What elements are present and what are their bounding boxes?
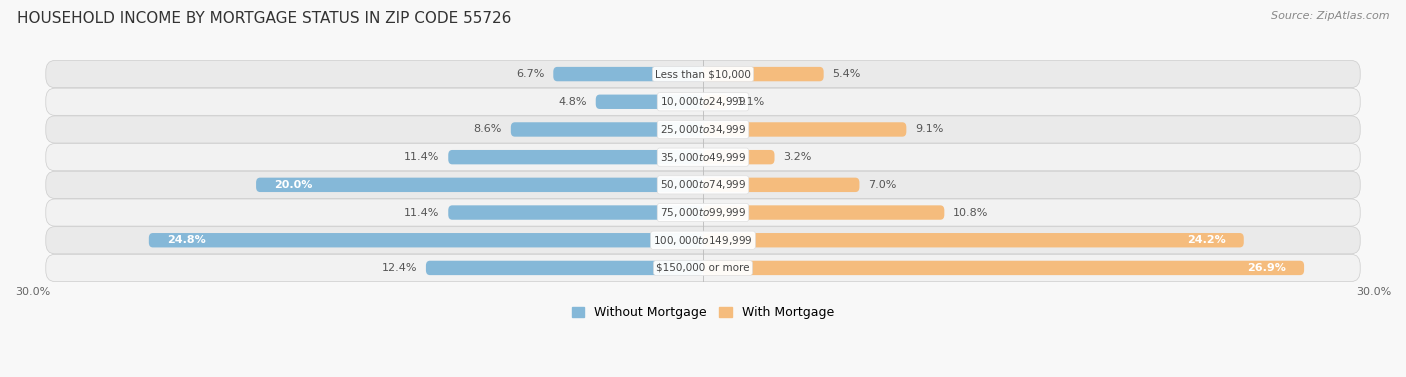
Text: 7.0%: 7.0% [869, 180, 897, 190]
Text: HOUSEHOLD INCOME BY MORTGAGE STATUS IN ZIP CODE 55726: HOUSEHOLD INCOME BY MORTGAGE STATUS IN Z… [17, 11, 512, 26]
FancyBboxPatch shape [149, 233, 703, 247]
FancyBboxPatch shape [510, 122, 703, 137]
FancyBboxPatch shape [46, 144, 1360, 171]
FancyBboxPatch shape [256, 178, 703, 192]
Text: 26.9%: 26.9% [1247, 263, 1286, 273]
Text: 10.8%: 10.8% [953, 208, 988, 218]
FancyBboxPatch shape [703, 67, 824, 81]
FancyBboxPatch shape [703, 178, 859, 192]
Text: $50,000 to $74,999: $50,000 to $74,999 [659, 178, 747, 192]
Text: 5.4%: 5.4% [832, 69, 860, 79]
FancyBboxPatch shape [703, 95, 727, 109]
FancyBboxPatch shape [46, 88, 1360, 115]
FancyBboxPatch shape [46, 116, 1360, 143]
Text: 12.4%: 12.4% [381, 263, 418, 273]
FancyBboxPatch shape [703, 150, 775, 164]
FancyBboxPatch shape [449, 150, 703, 164]
FancyBboxPatch shape [703, 122, 907, 137]
Text: $35,000 to $49,999: $35,000 to $49,999 [659, 151, 747, 164]
Text: Source: ZipAtlas.com: Source: ZipAtlas.com [1271, 11, 1389, 21]
Text: 8.6%: 8.6% [474, 124, 502, 135]
Text: 24.8%: 24.8% [167, 235, 205, 245]
Text: $25,000 to $34,999: $25,000 to $34,999 [659, 123, 747, 136]
FancyBboxPatch shape [449, 205, 703, 220]
Text: 11.4%: 11.4% [404, 152, 439, 162]
Text: $75,000 to $99,999: $75,000 to $99,999 [659, 206, 747, 219]
Text: $100,000 to $149,999: $100,000 to $149,999 [654, 234, 752, 247]
FancyBboxPatch shape [703, 261, 1305, 275]
Text: 9.1%: 9.1% [915, 124, 943, 135]
Text: $150,000 or more: $150,000 or more [657, 263, 749, 273]
Text: 6.7%: 6.7% [516, 69, 544, 79]
FancyBboxPatch shape [46, 227, 1360, 254]
FancyBboxPatch shape [426, 261, 703, 275]
Text: $10,000 to $24,999: $10,000 to $24,999 [659, 95, 747, 108]
FancyBboxPatch shape [596, 95, 703, 109]
Text: 11.4%: 11.4% [404, 208, 439, 218]
Text: 20.0%: 20.0% [274, 180, 312, 190]
FancyBboxPatch shape [703, 205, 945, 220]
Text: 4.8%: 4.8% [558, 97, 586, 107]
Text: 24.2%: 24.2% [1187, 235, 1226, 245]
FancyBboxPatch shape [46, 61, 1360, 88]
FancyBboxPatch shape [46, 199, 1360, 226]
FancyBboxPatch shape [46, 254, 1360, 282]
Text: Less than $10,000: Less than $10,000 [655, 69, 751, 79]
FancyBboxPatch shape [46, 171, 1360, 198]
FancyBboxPatch shape [554, 67, 703, 81]
Legend: Without Mortgage, With Mortgage: Without Mortgage, With Mortgage [567, 301, 839, 324]
Text: 1.1%: 1.1% [737, 97, 765, 107]
FancyBboxPatch shape [703, 233, 1244, 247]
Text: 3.2%: 3.2% [783, 152, 811, 162]
